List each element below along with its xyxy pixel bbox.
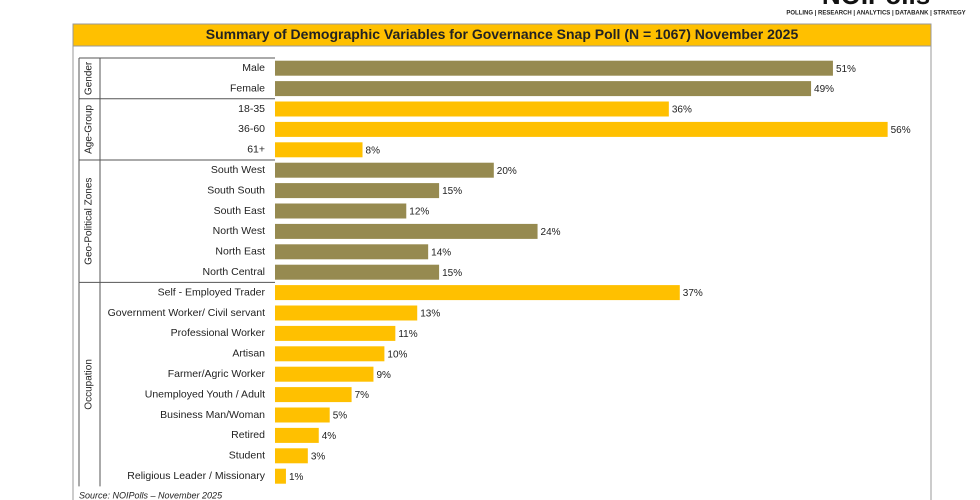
value-label: 51% xyxy=(836,64,856,75)
value-label: 37% xyxy=(683,288,703,299)
value-label: 15% xyxy=(442,186,462,197)
value-label: 10% xyxy=(387,349,407,360)
group-label: Gender xyxy=(84,61,95,95)
category-label: North West xyxy=(213,225,265,237)
bar xyxy=(275,121,888,137)
title-bar xyxy=(72,23,932,47)
category-label: Government Worker/ Civil servant xyxy=(108,307,265,319)
category-label: South South xyxy=(207,184,265,196)
value-label: 36% xyxy=(672,105,692,116)
category-label: South West xyxy=(211,164,265,176)
value-label: 13% xyxy=(420,309,440,320)
value-label: 11% xyxy=(398,329,417,340)
bar xyxy=(275,81,812,97)
category-label: North Central xyxy=(203,266,265,278)
bar xyxy=(275,264,440,280)
group-label: Occupation xyxy=(84,359,95,410)
bar xyxy=(275,448,308,464)
category-label: Self - Employed Trader xyxy=(158,286,266,298)
group-label: Geo-Political Zones xyxy=(84,178,95,265)
category-label: Student xyxy=(229,450,265,462)
value-label: 14% xyxy=(431,247,451,258)
value-label: 15% xyxy=(442,268,462,279)
bar xyxy=(275,162,494,178)
bar xyxy=(275,203,407,219)
bar xyxy=(275,142,363,158)
bar xyxy=(275,244,429,260)
bar xyxy=(275,366,374,382)
bar xyxy=(275,223,538,239)
category-label: 61+ xyxy=(247,144,265,156)
group-label: Age-Group xyxy=(84,105,95,154)
bar xyxy=(275,407,330,423)
source: Source: NOIPolls – November 2025 xyxy=(79,490,223,500)
value-label: 9% xyxy=(376,370,391,381)
value-label: 49% xyxy=(814,84,834,95)
bar xyxy=(275,305,418,321)
bar xyxy=(275,427,319,443)
bar xyxy=(275,101,669,117)
category-label: Religious Leader / Missionary xyxy=(127,470,265,482)
category-label: Professional Worker xyxy=(171,327,266,339)
bar xyxy=(275,325,396,341)
value-label: 3% xyxy=(311,451,326,462)
value-label: 7% xyxy=(355,390,370,401)
category-label: North East xyxy=(215,246,265,258)
bar xyxy=(275,183,440,199)
category-label: 36-60 xyxy=(238,123,265,135)
bar xyxy=(275,285,680,301)
value-label: 24% xyxy=(541,227,561,238)
logo-tagline: POLLING | RESEARCH | ANALYTICS | DATABAN… xyxy=(786,11,965,17)
value-label: 5% xyxy=(333,411,348,422)
value-label: 1% xyxy=(289,472,304,483)
category-label: Female xyxy=(230,82,265,94)
category-label: Farmer/Agric Worker xyxy=(168,368,266,380)
chart-title: Summary of Demographic Variables for Gov… xyxy=(206,26,799,42)
bar xyxy=(275,468,286,484)
logo-name: NOIPolls xyxy=(822,0,930,10)
category-label: 18-35 xyxy=(238,103,265,115)
category-label: Male xyxy=(242,62,265,74)
value-label: 20% xyxy=(497,166,517,177)
value-label: 56% xyxy=(891,125,911,136)
bar xyxy=(275,346,385,362)
value-label: 4% xyxy=(322,431,337,442)
bar xyxy=(275,60,833,76)
category-label: South East xyxy=(214,205,265,217)
category-label: Retired xyxy=(231,429,265,441)
value-label: 12% xyxy=(409,207,429,218)
category-label: Unemployed Youth / Adult xyxy=(145,388,265,400)
bar xyxy=(275,387,352,403)
value-label: 8% xyxy=(366,145,381,156)
category-label: Business Man/Woman xyxy=(160,409,265,421)
category-label: Artisan xyxy=(232,348,265,360)
